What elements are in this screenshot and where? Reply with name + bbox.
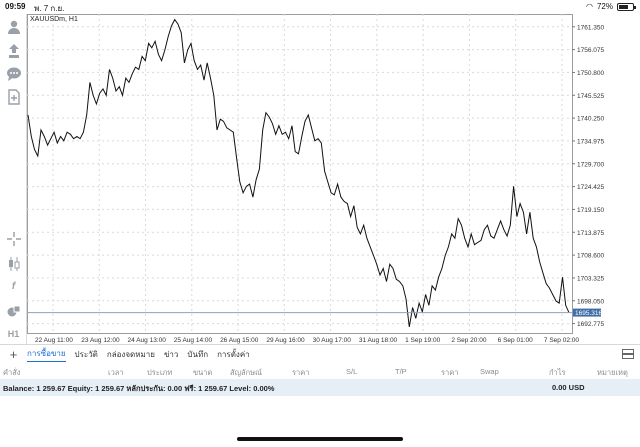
tab-news[interactable]: ข่าว bbox=[163, 349, 179, 359]
y-tick-label: 1761.350 bbox=[577, 24, 604, 31]
col-profit: กำไร bbox=[549, 368, 566, 377]
x-tick-label: 26 Aug 15:00 bbox=[220, 337, 259, 344]
col-order: คำสั่ง bbox=[3, 368, 21, 377]
add-icon[interactable]: + bbox=[9, 346, 18, 362]
home-indicator[interactable] bbox=[237, 437, 403, 441]
col-current-price: ราคา bbox=[441, 368, 459, 377]
col-comment: หมายเหตุ bbox=[597, 368, 628, 377]
x-tick-label: 29 Aug 16:00 bbox=[266, 337, 305, 344]
price-line bbox=[27, 18, 570, 327]
status-time: 09:59 bbox=[5, 2, 26, 11]
y-tick-label: 1703.325 bbox=[577, 275, 604, 282]
y-tick-label: 1729.700 bbox=[577, 161, 604, 168]
y-tick-label: 1719.150 bbox=[577, 207, 604, 214]
x-tick-label: 22 Aug 11:00 bbox=[35, 337, 73, 344]
price-chart[interactable]: 1761.350 1756.075 1750.800 1745.525 1740.250… bbox=[27, 14, 640, 344]
x-tick-label: 31 Aug 18:00 bbox=[359, 337, 398, 344]
battery-icon bbox=[617, 2, 636, 11]
x-tick-label: 24 Aug 13:00 bbox=[128, 337, 167, 344]
status-date: พ. 7 ก.ย. bbox=[34, 4, 65, 13]
bottom-tab-bar: + การซื้อขาย ประวัติ กล่องจดหมาย ข่าว บั… bbox=[0, 344, 640, 363]
tab-mailbox[interactable]: กล่องจดหมาย bbox=[106, 349, 155, 359]
chart-frame bbox=[27, 14, 573, 334]
new-order-icon[interactable] bbox=[4, 87, 23, 106]
y-tick-label: 1724.425 bbox=[577, 184, 604, 191]
y-tick-label: 1740.250 bbox=[577, 116, 604, 123]
col-price: ราคา bbox=[292, 368, 310, 377]
chart-toolbar: f H1 bbox=[0, 14, 27, 344]
chart-canvas[interactable]: 1761.350 1756.075 1750.800 1745.525 1740.250… bbox=[27, 14, 640, 344]
tab-trade[interactable]: การซื้อขาย bbox=[27, 347, 66, 362]
col-swap: Swap bbox=[480, 367, 499, 376]
objects-icon[interactable] bbox=[4, 301, 23, 320]
status-bar: 09:59 พ. 7 ก.ย. ◠ 72% bbox=[0, 0, 640, 14]
y-tick-label: 1713.875 bbox=[577, 230, 604, 237]
tab-history[interactable]: ประวัติ bbox=[74, 349, 98, 359]
col-volume: ขนาด bbox=[193, 368, 213, 377]
y-tick-label: 1745.525 bbox=[577, 93, 604, 100]
account-summary-row: Balance: 1 259.67 Equity: 1 259.67 หลักป… bbox=[0, 379, 640, 396]
status-right: ◠ 72% bbox=[586, 2, 636, 11]
trade-columns-header: คำสั่ง เวลา ประเภท ขนาด สัญลักษณ์ ราคา S… bbox=[0, 364, 640, 378]
x-tick-label: 1 Sep 19:00 bbox=[405, 337, 440, 344]
battery-percent: 72% bbox=[596, 2, 613, 11]
tab-settings[interactable]: การตั้งค่า bbox=[217, 349, 250, 359]
timeframe-label: H1 bbox=[7, 328, 20, 339]
x-tick-label: 7 Sep 02:00 bbox=[544, 337, 579, 344]
y-tick-label: 1698.050 bbox=[577, 298, 604, 305]
x-tick-label: 25 Aug 14:00 bbox=[174, 337, 213, 344]
x-tick-label: 2 Sep 20:00 bbox=[451, 337, 486, 344]
account-icon[interactable] bbox=[4, 17, 23, 36]
indicator-label: f bbox=[11, 281, 16, 292]
collapse-panel-icon[interactable] bbox=[622, 349, 634, 359]
col-type: ประเภท bbox=[147, 368, 173, 377]
col-time: เวลา bbox=[108, 368, 124, 377]
y-tick-label: 1692.775 bbox=[577, 321, 604, 328]
current-price-label: 1695.316 bbox=[575, 310, 602, 317]
crosshair-icon[interactable] bbox=[4, 229, 23, 248]
y-tick-label: 1750.800 bbox=[577, 70, 604, 77]
tab-journal[interactable]: บันทึก bbox=[187, 349, 209, 359]
y-tick-label: 1708.600 bbox=[577, 253, 604, 260]
col-sl: S/L bbox=[346, 367, 358, 376]
timeframe-icon[interactable]: H1 bbox=[4, 324, 23, 343]
wifi-icon: ◠ bbox=[586, 2, 593, 11]
x-tick-label: 30 Aug 17:00 bbox=[313, 337, 352, 344]
indicator-icon[interactable]: f bbox=[4, 277, 23, 296]
chart-symbol-label: XAUUSDm, H1 bbox=[30, 16, 78, 23]
total-profit: 0.00 USD bbox=[552, 383, 585, 392]
x-tick-label: 6 Sep 01:00 bbox=[498, 337, 533, 344]
chat-icon[interactable] bbox=[4, 64, 23, 83]
col-tp: T/P bbox=[395, 367, 407, 376]
y-tick-label: 1756.075 bbox=[577, 47, 604, 54]
current-price-tag bbox=[573, 308, 601, 317]
account-summary: Balance: 1 259.67 Equity: 1 259.67 หลักป… bbox=[3, 384, 275, 393]
y-tick-label: 1734.975 bbox=[577, 138, 604, 145]
trade-icon[interactable] bbox=[4, 41, 23, 60]
candles-icon[interactable] bbox=[4, 254, 23, 273]
col-symbol: สัญลักษณ์ bbox=[230, 368, 263, 377]
x-tick-label: 23 Aug 12:00 bbox=[81, 337, 120, 344]
